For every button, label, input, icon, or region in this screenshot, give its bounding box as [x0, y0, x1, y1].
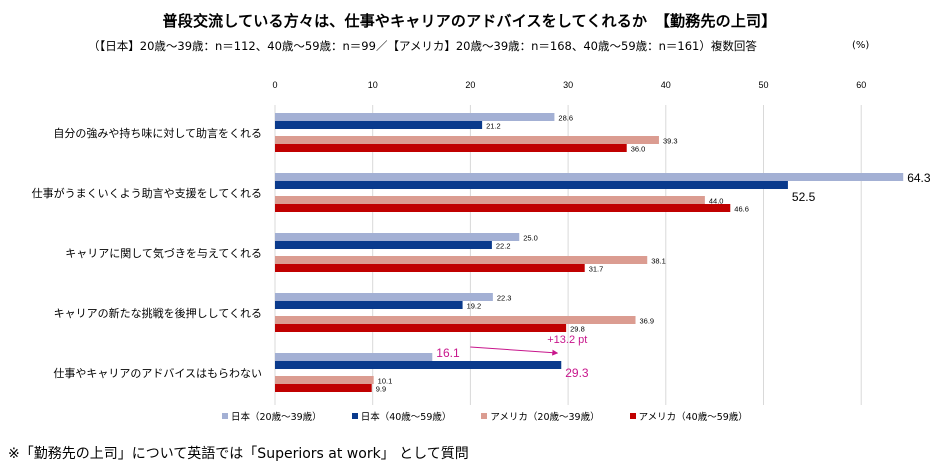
bar	[275, 181, 788, 189]
bar	[275, 353, 433, 361]
legend-swatch	[222, 413, 228, 419]
category-label: キャリアの新たな挑戦を後押ししてくれる	[54, 306, 262, 320]
bar	[275, 241, 492, 249]
bar	[275, 196, 705, 204]
data-label: 19.2	[467, 302, 482, 311]
bar	[275, 293, 493, 301]
category-label: 仕事やキャリアのアドバイスはもらわない	[53, 367, 262, 380]
data-label: 25.0	[523, 234, 538, 243]
data-label: 52.5	[792, 190, 816, 204]
footnote: ※「勤務先の上司」について英語では「Superiors at work」 として…	[8, 446, 469, 462]
tick-label: 40	[661, 80, 671, 90]
unit-label: (%)	[852, 40, 870, 51]
bar	[275, 316, 636, 324]
bar	[275, 204, 731, 212]
legend-label: 日本（40歳～59歳）	[360, 412, 452, 423]
legend-item: アメリカ（20歳～39歳）	[481, 409, 600, 423]
data-label: 36.9	[640, 317, 655, 326]
legend-swatch	[351, 413, 358, 419]
legend-item: 日本（20歳～39歳）	[222, 409, 322, 423]
bar	[275, 121, 483, 129]
legend-label: アメリカ（40歳～59歳）	[638, 412, 748, 423]
bar	[275, 256, 648, 264]
data-label: 46.6	[734, 205, 749, 214]
data-label: 29.3	[565, 366, 589, 380]
legend-label: アメリカ（20歳～39歳）	[490, 412, 600, 423]
legend-swatch	[629, 413, 636, 419]
tick-label: 0	[272, 80, 277, 90]
category-label: 仕事がうまくいくよう助言や支援をしてくれる	[32, 186, 262, 200]
data-label: 9.9	[376, 385, 386, 394]
legend-label: 日本（20歳～39歳）	[231, 412, 322, 423]
data-label: 16.1	[436, 346, 460, 360]
data-label: 29.8	[570, 325, 585, 334]
tick-label: 60	[856, 80, 866, 90]
legend: 日本（20歳～39歳） 日本（40歳～59歳） アメリカ（20歳～39歳） アメ…	[222, 409, 748, 423]
data-label: 10.1	[378, 377, 393, 386]
legend-swatch	[481, 413, 488, 419]
bar	[275, 144, 627, 152]
annotation-label: +13.2 pt	[547, 334, 587, 346]
annotation-arrow	[470, 346, 559, 356]
tick-label: 10	[368, 80, 378, 90]
bar	[275, 324, 567, 332]
legend-item: 日本（40歳～59歳）	[351, 409, 452, 423]
data-label: 44.0	[709, 197, 724, 206]
data-label: 31.7	[589, 265, 604, 274]
bar	[275, 173, 904, 181]
data-label: 22.2	[496, 242, 511, 251]
bar	[275, 376, 374, 384]
data-label: 22.3	[497, 294, 512, 303]
chart-title: 普段交流している方々は、仕事やキャリアのアドバイスをしてくれるか 【勤務先の上司…	[162, 12, 777, 30]
tick-label: 30	[563, 80, 573, 90]
legend-item: アメリカ（40歳～59歳）	[629, 409, 748, 423]
data-label: 21.2	[486, 122, 501, 131]
bar	[275, 301, 463, 309]
bar	[275, 233, 520, 241]
data-label: 64.3	[907, 171, 931, 185]
category-label: 自分の強みや持ち味に対して助言をくれる	[53, 126, 262, 140]
bar	[275, 361, 562, 369]
bar	[275, 136, 659, 144]
bar	[275, 384, 372, 392]
bar	[275, 113, 555, 121]
category-label: キャリアに関して気づきを与えてくれる	[65, 246, 262, 260]
data-label: 36.0	[631, 145, 646, 154]
tick-label: 20	[465, 80, 475, 90]
data-label: 38.1	[651, 257, 666, 266]
data-label: 39.3	[663, 137, 678, 146]
data-label: 28.6	[558, 114, 573, 123]
tick-label: 50	[758, 80, 768, 90]
bar	[275, 264, 585, 272]
chart-subtitle: （【日本】20歳～39歳：n＝112、40歳～59歳：n＝99／【アメリカ】20…	[88, 39, 757, 53]
